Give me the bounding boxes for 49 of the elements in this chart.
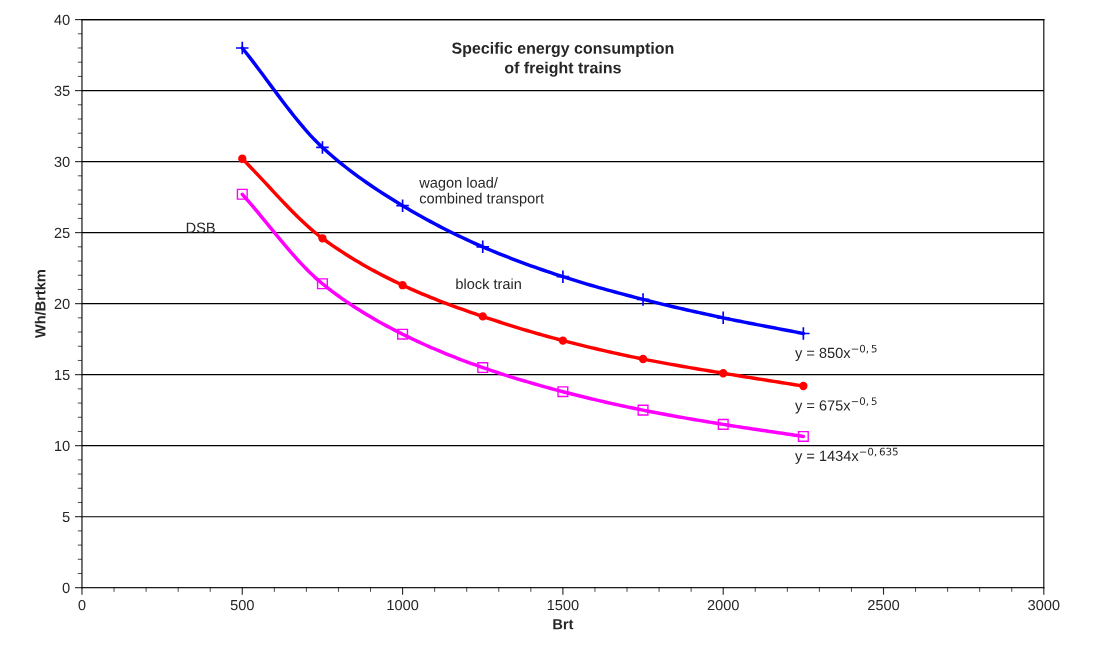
point (638, 354, 648, 364)
point (315, 140, 330, 155)
text: Specific energy consumption of freight trains (451, 42, 674, 77)
x-tick-label: 500 (230, 599, 254, 611)
point (637, 404, 649, 416)
point (478, 312, 487, 321)
y-tick-label: 10 (55, 440, 70, 452)
point (557, 386, 569, 398)
annotation: y = 850x$^{−0,5}$ (795, 344, 877, 361)
x-axis-title: Brt (553, 619, 574, 630)
point (797, 430, 809, 442)
y-tick-label: 20 (54, 298, 70, 310)
point (318, 234, 327, 243)
point (398, 281, 407, 290)
y-tick-label: 30 (54, 156, 70, 168)
point (719, 369, 728, 378)
x-tick-label: 1500 (547, 599, 579, 611)
point (236, 188, 248, 200)
point (477, 362, 489, 374)
point (796, 326, 811, 341)
x-tick-label: 1000 (387, 599, 419, 611)
series-label: wagon load/ combined transport (419, 177, 544, 207)
x-tick-label: 2500 (868, 599, 900, 611)
point (475, 239, 490, 254)
annotation: y = 1434x$^{−0,635}$ (795, 447, 898, 464)
point (799, 381, 808, 391)
point (238, 154, 247, 163)
y-tick-label: 40 (54, 14, 70, 26)
y-tick-label: 15 (55, 369, 70, 381)
y-tick-label: 25 (54, 227, 70, 239)
point (635, 292, 651, 307)
point (555, 269, 570, 284)
point (235, 40, 250, 56)
x-tick-label: 2000 (707, 599, 739, 611)
point (716, 310, 731, 325)
y-axis-title: Wh/Brtkm (34, 270, 46, 339)
point (558, 336, 568, 345)
annotation: y = 675x$^{−0,5}$ (795, 397, 877, 414)
point (395, 198, 410, 213)
series-label: block train (456, 278, 521, 290)
x-tick-label: 3000 (1028, 599, 1060, 611)
point (717, 418, 729, 430)
point (316, 278, 328, 290)
y-tick-label: 0 (62, 582, 70, 594)
text: DSB (186, 222, 215, 233)
x-tick-label: 0 (78, 599, 86, 611)
y-tick-label: 35 (54, 85, 70, 97)
point (397, 328, 409, 340)
y-tick-label: 5 (62, 511, 70, 523)
